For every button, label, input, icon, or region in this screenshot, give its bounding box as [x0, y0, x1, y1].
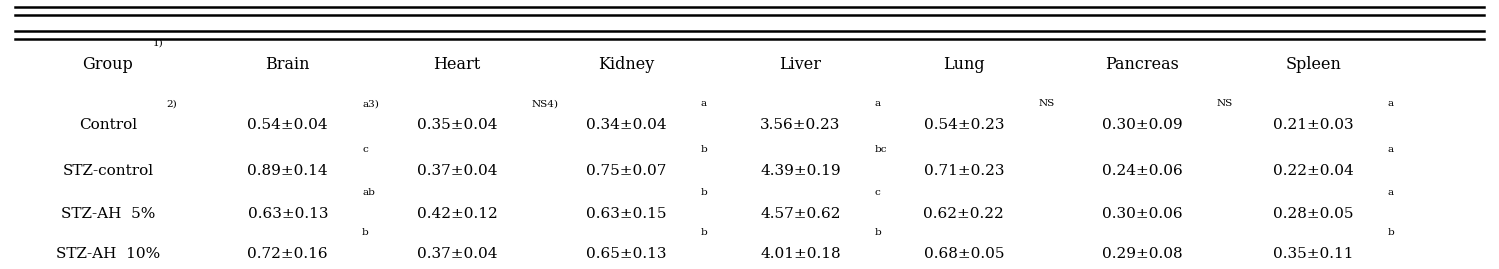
Text: Pancreas: Pancreas — [1105, 56, 1180, 73]
Text: 1): 1) — [153, 38, 163, 48]
Text: 0.89±0.14: 0.89±0.14 — [247, 164, 328, 178]
Text: a: a — [702, 99, 708, 108]
Text: 0.35±0.04: 0.35±0.04 — [417, 118, 498, 132]
Text: 0.24±0.06: 0.24±0.06 — [1102, 164, 1183, 178]
Text: 0.30±0.06: 0.30±0.06 — [1102, 207, 1183, 221]
Text: 0.68±0.05: 0.68±0.05 — [923, 247, 1004, 261]
Text: Brain: Brain — [265, 56, 310, 73]
Text: Liver: Liver — [779, 56, 821, 73]
Text: 0.62±0.22: 0.62±0.22 — [923, 207, 1004, 221]
Text: STZ-control: STZ-control — [63, 164, 153, 178]
Text: a: a — [875, 99, 881, 108]
Text: a: a — [1388, 99, 1394, 108]
Text: 0.21±0.03: 0.21±0.03 — [1273, 118, 1354, 132]
Text: 2): 2) — [166, 99, 177, 108]
Text: 0.75±0.07: 0.75±0.07 — [586, 164, 667, 178]
Text: 0.35±0.11: 0.35±0.11 — [1273, 247, 1354, 261]
Text: NS4): NS4) — [532, 99, 559, 108]
Text: 0.22±0.04: 0.22±0.04 — [1273, 164, 1354, 178]
Text: STZ-AH  10%: STZ-AH 10% — [55, 247, 160, 261]
Text: b: b — [702, 228, 708, 237]
Text: 4.39±0.19: 4.39±0.19 — [760, 164, 841, 178]
Text: b: b — [1388, 228, 1394, 237]
Text: 0.63±0.13: 0.63±0.13 — [247, 207, 328, 221]
Text: NS: NS — [1217, 99, 1232, 108]
Text: 0.37±0.04: 0.37±0.04 — [417, 247, 498, 261]
Text: c: c — [363, 145, 367, 154]
Text: bc: bc — [875, 145, 887, 154]
Text: 0.65±0.13: 0.65±0.13 — [586, 247, 667, 261]
Text: a3): a3) — [363, 99, 379, 108]
Text: Spleen: Spleen — [1285, 56, 1342, 73]
Text: b: b — [702, 145, 708, 154]
Text: 0.63±0.15: 0.63±0.15 — [586, 207, 667, 221]
Text: 0.54±0.04: 0.54±0.04 — [247, 118, 328, 132]
Text: 0.30±0.09: 0.30±0.09 — [1102, 118, 1183, 132]
Text: 4.57±0.62: 4.57±0.62 — [760, 207, 841, 221]
Text: 0.54±0.23: 0.54±0.23 — [923, 118, 1004, 132]
Text: Heart: Heart — [433, 56, 481, 73]
Text: a: a — [1388, 145, 1394, 154]
Text: 4.01±0.18: 4.01±0.18 — [760, 247, 841, 261]
Text: 0.37±0.04: 0.37±0.04 — [417, 164, 498, 178]
Text: 0.42±0.12: 0.42±0.12 — [417, 207, 498, 221]
Text: Control: Control — [79, 118, 136, 132]
Text: b: b — [363, 228, 369, 237]
Text: Kidney: Kidney — [598, 56, 655, 73]
Text: Group: Group — [82, 56, 133, 73]
Text: b: b — [702, 188, 708, 197]
Text: c: c — [875, 188, 880, 197]
Text: STZ-AH  5%: STZ-AH 5% — [61, 207, 154, 221]
Text: 3.56±0.23: 3.56±0.23 — [760, 118, 841, 132]
Text: 0.71±0.23: 0.71±0.23 — [923, 164, 1004, 178]
Text: 0.34±0.04: 0.34±0.04 — [586, 118, 667, 132]
Text: NS: NS — [1039, 99, 1054, 108]
Text: 0.28±0.05: 0.28±0.05 — [1273, 207, 1354, 221]
Text: 0.72±0.16: 0.72±0.16 — [247, 247, 328, 261]
Text: a: a — [1388, 188, 1394, 197]
Text: 0.29±0.08: 0.29±0.08 — [1102, 247, 1183, 261]
Text: b: b — [875, 228, 881, 237]
Text: ab: ab — [363, 188, 375, 197]
Text: Lung: Lung — [943, 56, 985, 73]
